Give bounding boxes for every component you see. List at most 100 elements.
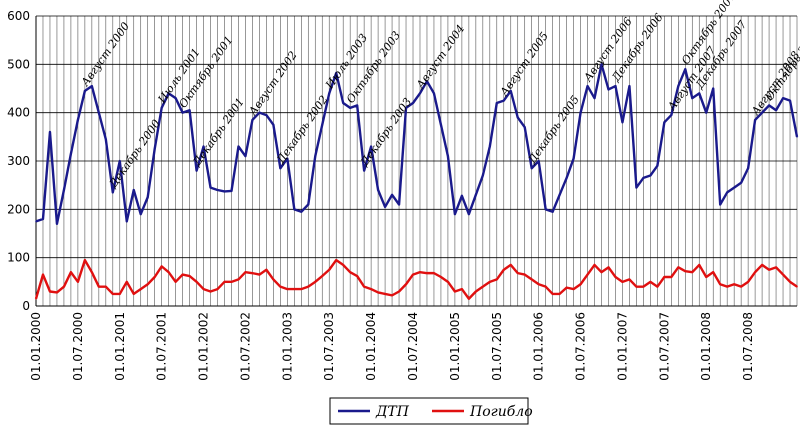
data-point (600, 63, 603, 66)
x-tick-label: 01.07.2004 (406, 312, 420, 381)
data-point (300, 210, 303, 213)
x-tick-label: 01.01.2004 (364, 312, 378, 381)
series-group (34, 63, 799, 300)
data-point (502, 99, 505, 102)
data-point (251, 272, 254, 274)
data-point (433, 92, 435, 95)
data-point (56, 223, 58, 225)
data-point (216, 288, 219, 290)
data-point (621, 281, 624, 283)
data-point (111, 191, 114, 194)
data-point (475, 194, 477, 196)
data-point (328, 268, 331, 271)
data-point (237, 145, 240, 148)
data-point (775, 266, 777, 269)
data-point (98, 111, 100, 114)
data-point (132, 293, 135, 295)
data-point (307, 203, 310, 206)
data-point (70, 152, 72, 155)
data-point (586, 273, 589, 276)
data-point (300, 288, 303, 290)
data-point (209, 186, 212, 189)
data-point (670, 276, 673, 278)
x-tick-label: 01.01.2000 (29, 312, 43, 381)
data-point (251, 119, 254, 121)
data-point (454, 213, 456, 215)
data-point (230, 281, 233, 283)
data-point (356, 275, 358, 277)
data-point (691, 271, 694, 273)
data-point (684, 270, 687, 273)
data-point (42, 273, 44, 276)
data-point (607, 88, 610, 91)
data-point (195, 169, 198, 172)
data-point (698, 92, 701, 95)
data-point (530, 278, 533, 281)
data-point (677, 266, 680, 269)
data-point (551, 210, 554, 213)
data-point (139, 288, 142, 290)
data-point (412, 102, 414, 104)
data-point (454, 290, 456, 293)
data-point (740, 285, 742, 288)
data-point (440, 276, 442, 278)
data-point (118, 160, 121, 162)
legend: ДТП Погибло (329, 397, 533, 425)
data-point (188, 109, 191, 112)
data-point (586, 85, 589, 87)
data-point (125, 281, 128, 283)
data-point (642, 285, 645, 288)
legend-label: Погибло (469, 404, 533, 420)
data-point (35, 297, 37, 300)
data-point (740, 181, 742, 184)
annotation-label: Август 2000 (78, 20, 132, 90)
data-point (565, 286, 568, 289)
data-point (447, 281, 449, 283)
data-point (495, 102, 498, 104)
data-point (698, 264, 701, 266)
legend-label: ДТП (375, 404, 410, 420)
data-point (733, 186, 735, 189)
series-line-dtp (35, 63, 799, 226)
data-point (509, 264, 512, 266)
x-tick-label: 01.07.2008 (741, 312, 755, 381)
data-point (314, 155, 317, 157)
data-point (649, 281, 652, 283)
data-point (516, 272, 519, 274)
data-point (551, 293, 554, 295)
data-point (523, 273, 526, 276)
data-point (139, 213, 142, 215)
data-point (195, 281, 198, 283)
x-tick-label: 01.07.2007 (657, 312, 671, 381)
data-point (146, 283, 149, 286)
data-point (768, 268, 770, 271)
data-point (600, 271, 603, 273)
data-point (649, 174, 652, 177)
data-point (412, 273, 414, 276)
y-tick-label: 600 (7, 9, 30, 23)
data-point (509, 90, 512, 92)
data-point (91, 271, 93, 273)
data-point (132, 189, 135, 191)
data-point (628, 85, 631, 87)
y-tick-label: 300 (7, 154, 30, 168)
data-point (663, 276, 666, 278)
data-point (495, 278, 498, 281)
data-point (719, 283, 722, 286)
data-point (370, 288, 372, 290)
data-point (265, 268, 268, 271)
data-point (572, 157, 575, 160)
data-point (167, 271, 170, 273)
data-point (796, 136, 798, 138)
data-point (181, 111, 184, 114)
data-point (321, 275, 324, 277)
data-point (796, 285, 798, 288)
y-tick-label: 0 (22, 299, 30, 313)
data-point (705, 276, 708, 278)
x-tick-label: 01.07.2006 (574, 312, 588, 381)
y-tick-label: 100 (7, 251, 30, 265)
data-point (279, 285, 282, 288)
data-point (293, 208, 296, 211)
data-point (307, 285, 310, 288)
data-point (237, 278, 240, 281)
